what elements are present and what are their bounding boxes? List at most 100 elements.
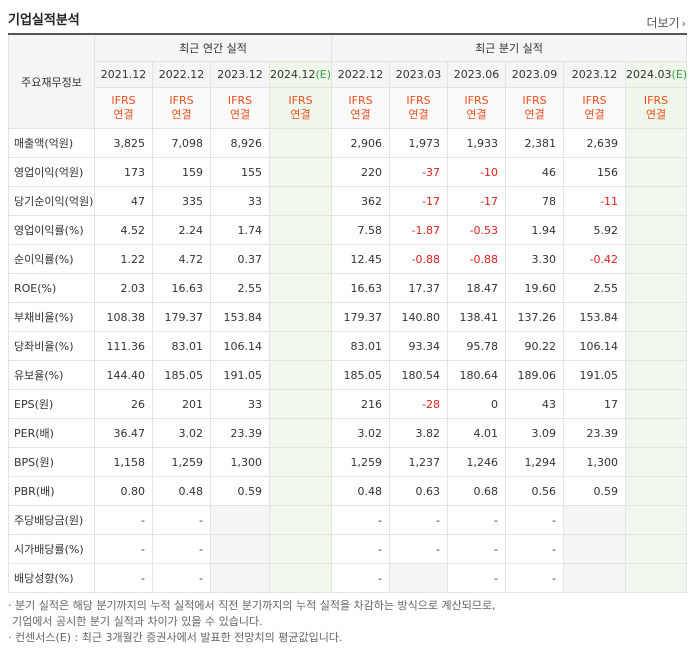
table-row: ROE(%) 2.03 16.63 2.55 16.63 17.37 18.47 19.60 2… (8, 273, 688, 303)
table-cell: 43 (505, 389, 565, 419)
table-cell: 0 (447, 389, 507, 419)
table-cell: -17 (389, 186, 449, 216)
table-cell: - (94, 534, 153, 564)
standard-header: IFRS 연결 (152, 87, 211, 129)
period-header: 2023.12 (210, 61, 270, 88)
table-cell (625, 505, 688, 535)
table-cell: 144.40 (94, 360, 153, 390)
table-cell: 1,158 (94, 447, 153, 477)
table-cell: 2.55 (563, 273, 627, 303)
table-cell: 46 (505, 157, 565, 187)
row-label: 부채비율(%) (8, 302, 95, 332)
table-cell: 83.01 (152, 331, 211, 361)
row-label: 주당배당금(원) (8, 505, 95, 535)
table-cell (389, 563, 449, 593)
table-row: 매출액(억원) 3,825 7,098 8,926 2,906 1,973 1,933 2,3… (8, 128, 688, 158)
table-cell (268, 563, 333, 593)
table-cell: - (447, 534, 507, 564)
table-cell: 36.47 (94, 418, 153, 448)
table-cell (563, 505, 627, 535)
table-cell: 153.84 (563, 302, 627, 332)
table-cell: 362 (331, 186, 391, 216)
table-cell: -10 (447, 157, 507, 187)
table-cell: 1,933 (447, 128, 507, 158)
table-cell: 78 (505, 186, 565, 216)
row-label: 당좌비율(%) (8, 331, 95, 361)
table-cell: -0.88 (447, 244, 507, 274)
table-row: 당좌비율(%) 111.36 83.01 106.14 83.01 93.34 95.78 9… (8, 331, 688, 361)
table-cell: 3.02 (152, 418, 211, 448)
table-cell (268, 418, 333, 448)
chevron-right-icon: › (681, 17, 686, 30)
table-cell: 4.72 (152, 244, 211, 274)
table-cell (210, 505, 270, 535)
table-row: 부채비율(%) 108.38 179.37 153.84 179.37 140.80 138… (8, 302, 688, 332)
standard-header: IFRS 연결 (94, 87, 153, 129)
table-cell (625, 302, 688, 332)
table-cell: - (389, 505, 449, 535)
period-header: 2021.12 (94, 61, 153, 88)
row-label: PER(배) (8, 418, 95, 448)
table-cell (625, 244, 688, 274)
table-cell: 1.74 (210, 215, 270, 245)
table-cell: 90.22 (505, 331, 565, 361)
table-cell: 3.09 (505, 418, 565, 448)
table-cell: - (331, 534, 391, 564)
table-cell: 2,381 (505, 128, 565, 158)
table-cell: 0.56 (505, 476, 565, 506)
table-cell: - (505, 563, 565, 593)
table-cell: 111.36 (94, 331, 153, 361)
table-cell: 3,825 (94, 128, 153, 158)
table-cell: 191.05 (563, 360, 627, 390)
table-cell: 173 (94, 157, 153, 187)
table-cell: 2,906 (331, 128, 391, 158)
table-cell (268, 186, 333, 216)
table-cell: 185.05 (152, 360, 211, 390)
table-cell: - (447, 505, 507, 535)
table-cell: - (152, 563, 211, 593)
table-cell (268, 389, 333, 419)
table-cell: 1,300 (563, 447, 627, 477)
table-cell: 3.30 (505, 244, 565, 274)
table-cell (625, 157, 688, 187)
table-cell: 0.37 (210, 244, 270, 274)
table-cell (268, 476, 333, 506)
table-cell: -28 (389, 389, 449, 419)
period-header: 2022.12 (331, 61, 391, 88)
table-cell: 108.38 (94, 302, 153, 332)
table-cell (268, 128, 333, 158)
table-cell: 1,294 (505, 447, 565, 477)
more-link[interactable]: 더보기 › (646, 14, 686, 31)
row-label: 배당성향(%) (8, 563, 95, 593)
table-cell: 106.14 (563, 331, 627, 361)
standard-header: IFRS 연결 (625, 87, 688, 129)
table-cell (625, 331, 688, 361)
table-cell: 83.01 (331, 331, 391, 361)
table-cell (268, 447, 333, 477)
table-cell: 1,259 (152, 447, 211, 477)
table-cell (625, 534, 688, 564)
table-cell: 93.34 (389, 331, 449, 361)
table-cell: 220 (331, 157, 391, 187)
row-label: 유보율(%) (8, 360, 95, 390)
table-cell: 33 (210, 186, 270, 216)
standard-header: IFRS 연결 (331, 87, 391, 129)
standard-header: IFRS 연결 (268, 87, 333, 129)
table-cell: - (505, 534, 565, 564)
table-cell: 26 (94, 389, 153, 419)
table-cell: 179.37 (152, 302, 211, 332)
table-cell: 179.37 (331, 302, 391, 332)
table-cell: 0.59 (210, 476, 270, 506)
table-cell (268, 273, 333, 303)
table-cell: 106.14 (210, 331, 270, 361)
table-cell: 1,300 (210, 447, 270, 477)
table-cell: 216 (331, 389, 391, 419)
period-header: 2024.12(E) (268, 61, 333, 88)
table-cell (268, 505, 333, 535)
table-row: 당기순이익(억원) 47 335 33 362 -17 -17 78 -11 (8, 186, 688, 216)
period-header: 2023.12 (563, 61, 627, 88)
table-cell: 1,259 (331, 447, 391, 477)
table-cell: 185.05 (331, 360, 391, 390)
table-cell: 0.68 (447, 476, 507, 506)
table-cell: 0.59 (563, 476, 627, 506)
